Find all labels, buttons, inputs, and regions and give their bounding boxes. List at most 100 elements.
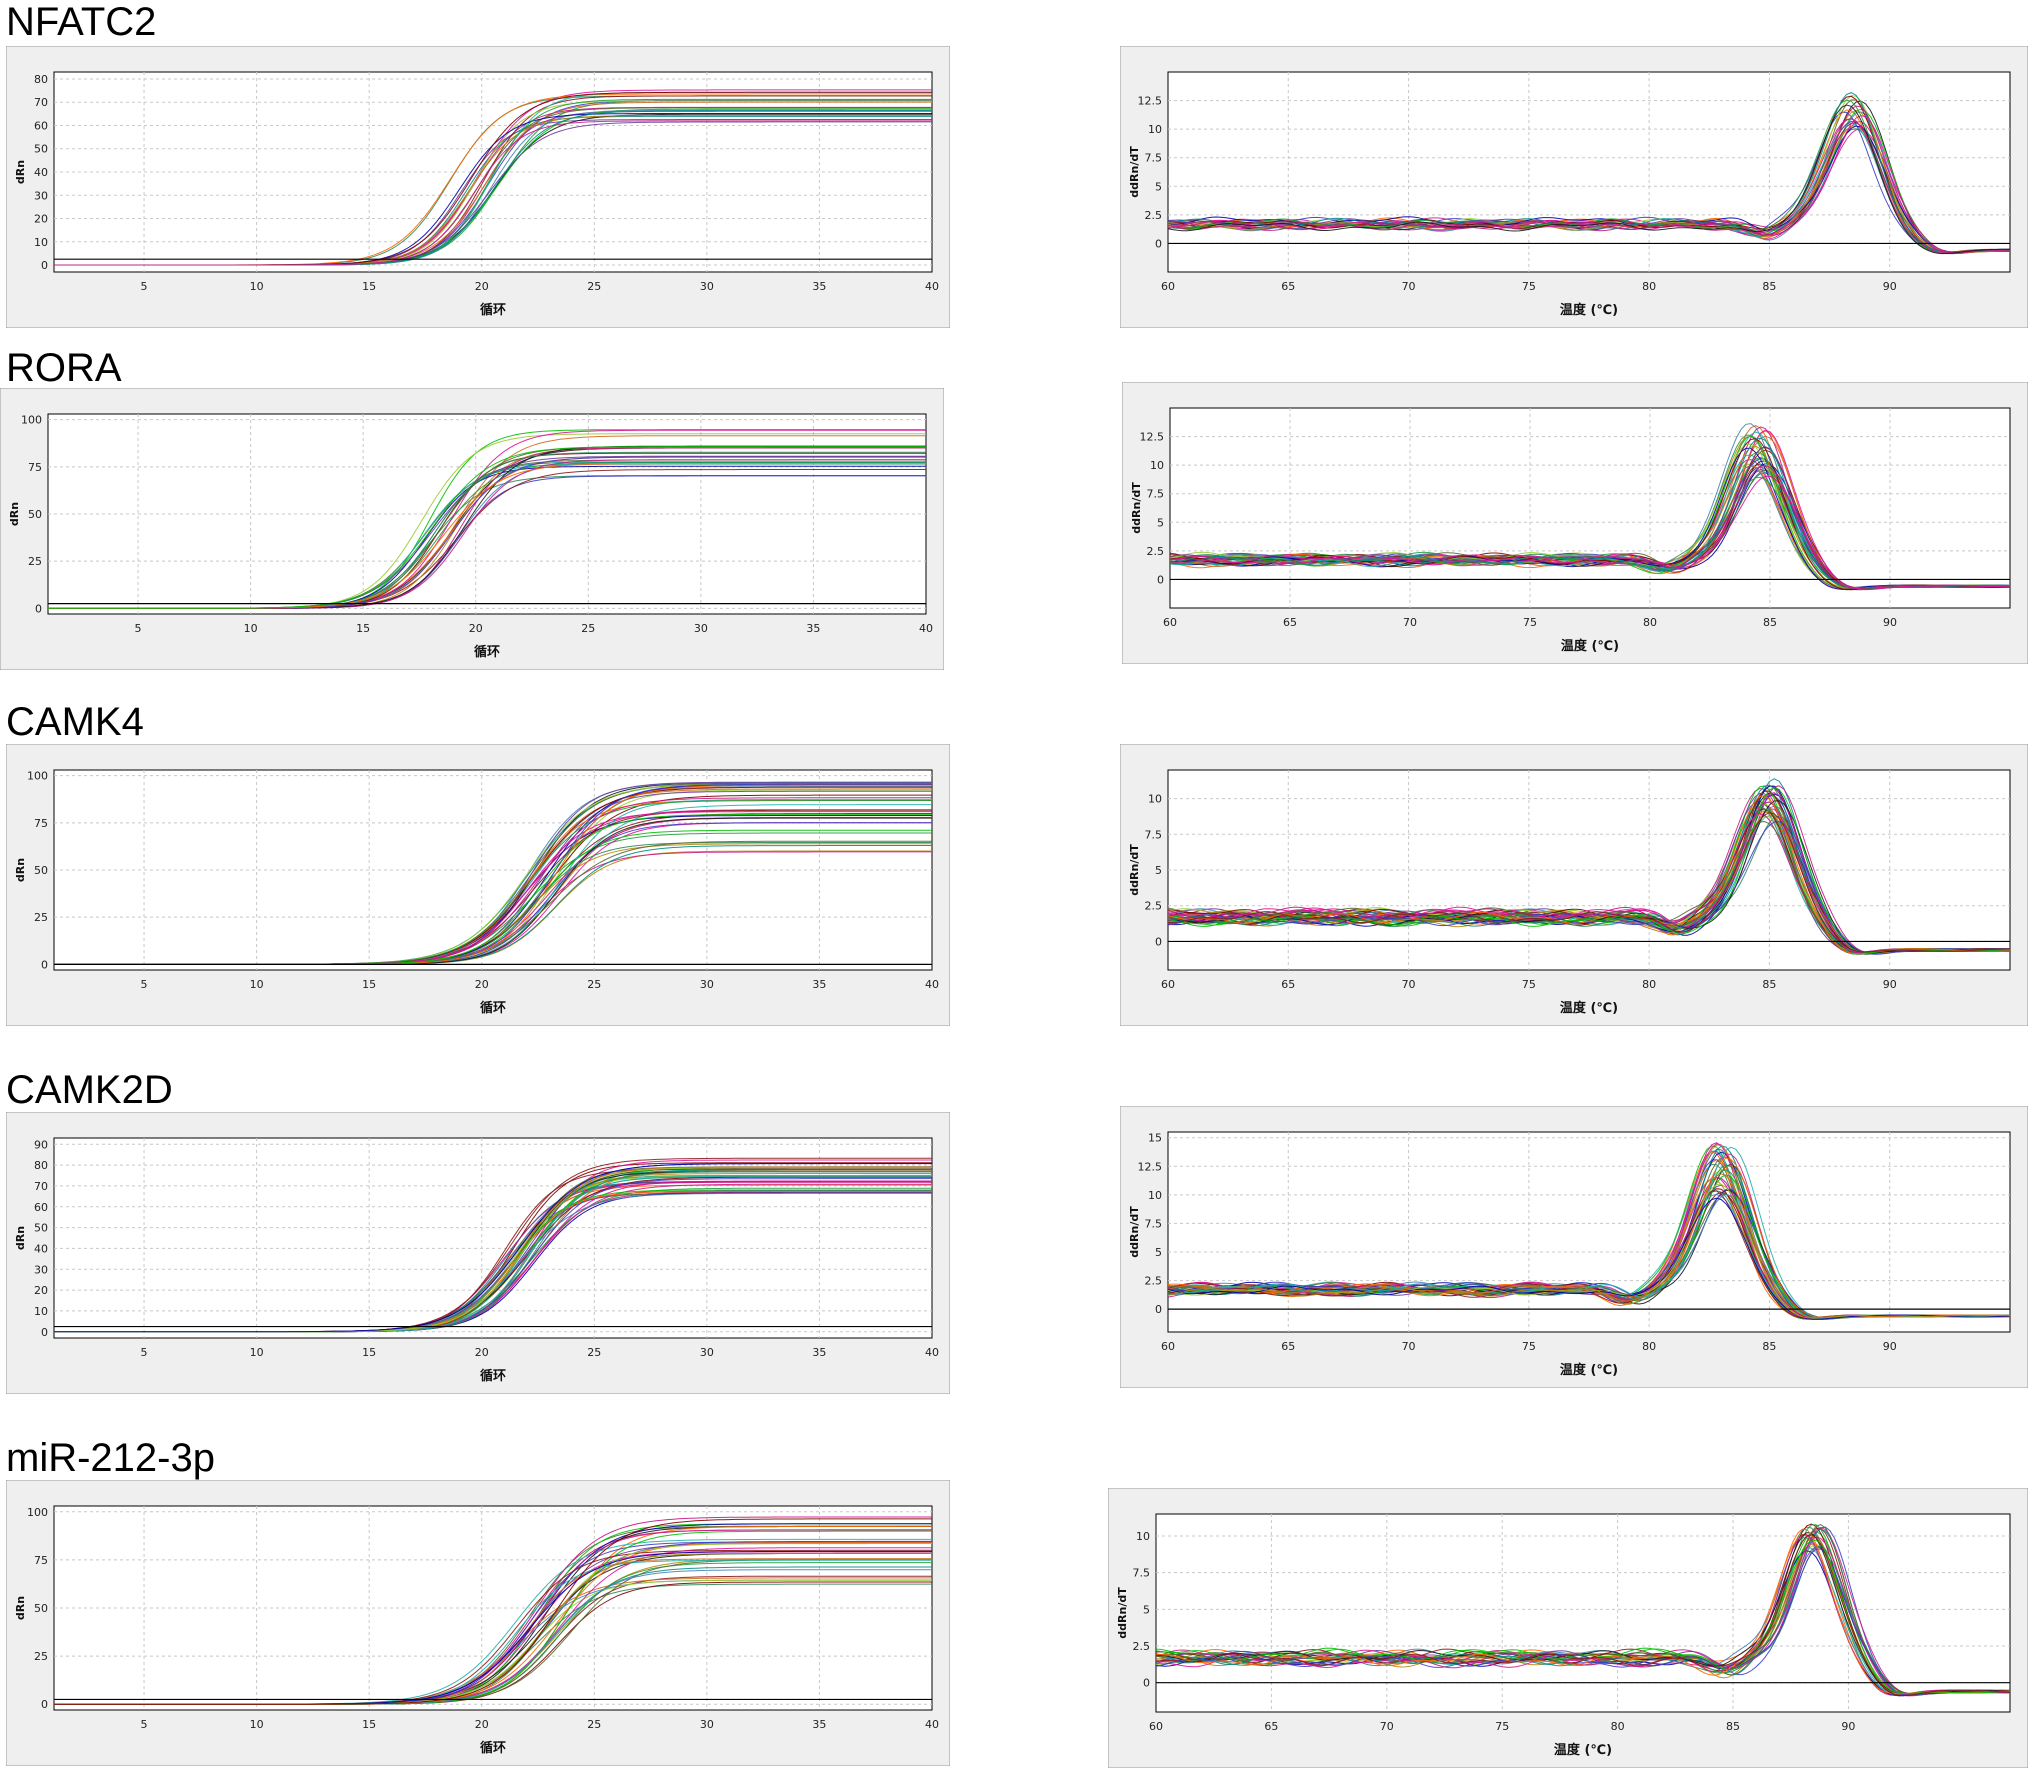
melt-curve [1170,475,2010,591]
x-tick-label: 90 [1883,1340,1897,1353]
x-tick-label: 10 [250,978,264,991]
melt-curve [1156,1534,2010,1697]
y-axis-title: dRn [14,858,27,882]
y-tick-label: 7.5 [1145,1217,1163,1230]
amplification-curve [54,1163,932,1333]
y-axis-title: dRn [8,502,21,526]
x-tick-label: 60 [1163,616,1177,629]
x-tick-label: 85 [1762,1340,1776,1353]
y-tick-label: 12.5 [1138,1160,1163,1173]
x-tick-label: 65 [1281,280,1295,293]
x-tick-label: 25 [581,622,595,635]
x-axis-title: 温度 (℃) [1554,1742,1612,1758]
series-group [1168,778,2010,955]
gene-label-rora: RORA [6,346,122,390]
x-axis-title: 温度 (℃) [1560,1000,1618,1016]
gene-label-nfatc2: NFATC2 [6,0,157,44]
x-axis-title: 循环 [480,1368,506,1384]
y-tick-label: 75 [34,1554,48,1567]
y-tick-label: 15 [1148,1132,1162,1145]
x-tick-label: 15 [362,280,376,293]
y-tick-label: 25 [34,911,48,924]
y-tick-label: 30 [34,189,48,202]
x-axis-title: 温度 (℃) [1560,302,1618,318]
y-tick-label: 0 [41,259,48,272]
y-tick-label: 40 [34,166,48,179]
y-tick-label: 50 [34,864,48,877]
x-tick-label: 20 [475,1346,489,1359]
series-group [54,1516,932,1705]
y-tick-label: 0 [1143,1677,1150,1690]
y-axis-title: dRn [14,1596,27,1620]
x-tick-label: 75 [1522,1340,1536,1353]
y-tick-label: 5 [1155,180,1162,193]
y-tick-label: 2.5 [1145,209,1163,222]
camk4-melt-chart: 60 65 70 75 80 85 90 0 2.5 5 7.5 10 温度 (℃) ddRn/dT [1120,744,2028,1026]
series-group [54,1157,932,1333]
melt-curve [1168,105,2010,254]
x-tick-label: 70 [1402,280,1416,293]
x-tick-label: 25 [587,1718,601,1731]
y-tick-label: 0 [35,602,42,615]
y-tick-label: 5 [1155,1246,1162,1259]
y-tick-label: 80 [34,73,48,86]
y-axis-title: dRn [14,1226,27,1250]
x-tick-label: 15 [362,978,376,991]
x-tick-label: 5 [141,978,148,991]
melt-curve [1168,118,2010,255]
x-tick-label: 65 [1281,1340,1295,1353]
y-tick-label: 10 [34,236,48,249]
plot-area [1167,71,2011,273]
x-tick-label: 40 [925,1718,939,1731]
x-tick-label: 5 [141,1346,148,1359]
y-tick-label: 50 [34,1222,48,1235]
x-tick-label: 30 [700,280,714,293]
x-tick-label: 60 [1161,978,1175,991]
x-tick-label: 65 [1264,1720,1278,1733]
y-tick-label: 7.5 [1145,152,1163,165]
y-tick-label: 5 [1155,864,1162,877]
y-tick-label: 80 [34,1159,48,1172]
series-group [54,89,932,266]
mir212-melt-chart: 60 65 70 75 80 85 90 0 2.5 5 7.5 10 温度 (℃) ddRn/dT [1108,1488,2028,1768]
series-group [1168,92,2010,255]
y-tick-label: 25 [34,1650,48,1663]
x-tick-label: 25 [587,1346,601,1359]
x-tick-label: 85 [1726,1720,1740,1733]
y-tick-label: 10 [1148,1189,1162,1202]
melt-curve [1168,812,2010,953]
plot-area [1167,1131,2011,1333]
x-tick-label: 10 [244,622,258,635]
y-tick-label: 20 [34,1284,48,1297]
y-tick-label: 100 [27,770,48,783]
y-tick-label: 5 [1143,1603,1150,1616]
series-group [48,429,926,609]
y-tick-label: 75 [34,817,48,830]
x-tick-label: 10 [250,1346,264,1359]
x-tick-label: 80 [1642,280,1656,293]
melt-curve [1168,786,2010,954]
x-axis-title: 循环 [474,644,500,660]
x-tick-label: 70 [1403,616,1417,629]
y-tick-label: 12.5 [1138,95,1163,108]
x-tick-label: 15 [362,1718,376,1731]
y-tick-label: 10 [34,1305,48,1318]
x-tick-label: 40 [925,280,939,293]
y-tick-label: 5 [1157,516,1164,529]
x-tick-label: 35 [812,978,826,991]
amplification-curve [54,120,932,266]
plot-area [1169,407,2011,609]
y-tick-label: 0 [1155,1303,1162,1316]
x-tick-label: 25 [587,280,601,293]
x-tick-label: 40 [919,622,933,635]
x-axis-title: 循环 [480,1740,506,1756]
series-group [1156,1523,2010,1697]
y-tick-label: 0 [41,1326,48,1339]
x-tick-label: 25 [587,978,601,991]
x-tick-label: 90 [1883,978,1897,991]
gene-label-camk4: CAMK4 [6,700,144,744]
x-tick-label: 90 [1883,616,1897,629]
nfatc2-amplification-chart: 5 10 15 20 25 30 35 40 0 10 20 30 40 50 60 70 80 循环 dRn [6,46,950,328]
y-tick-label: 0 [41,1698,48,1711]
y-tick-label: 50 [34,143,48,156]
